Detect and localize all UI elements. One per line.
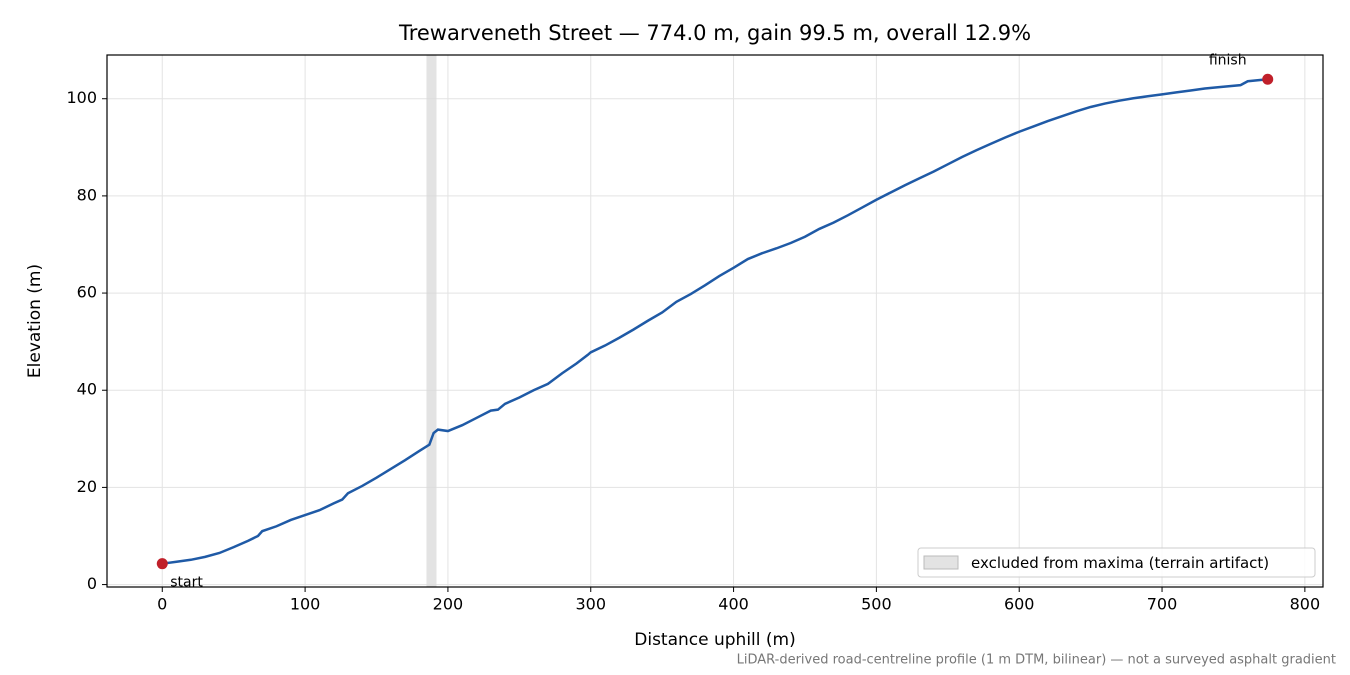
chart-title: Trewarveneth Street — 774.0 m, gain 99.5… xyxy=(398,21,1031,45)
annotation: start xyxy=(170,575,203,591)
y-axis-label: Elevation (m) xyxy=(25,264,45,378)
x-tick-label: 0 xyxy=(157,595,167,614)
y-tick-label: 20 xyxy=(77,477,97,496)
legend-label: excluded from maxima (terrain artifact) xyxy=(971,554,1269,572)
endpoint-marker xyxy=(156,558,168,570)
y-tick-label: 60 xyxy=(77,283,97,302)
x-tick-label: 500 xyxy=(861,595,892,614)
legend-box xyxy=(917,547,1316,578)
x-tick-label: 100 xyxy=(290,595,321,614)
x-tick-label: 400 xyxy=(718,595,749,614)
x-tick-label: 200 xyxy=(433,595,464,614)
plot-frame xyxy=(106,54,1324,588)
legend-swatch xyxy=(923,555,959,570)
x-tick-label: 300 xyxy=(575,595,606,614)
x-tick-label: 600 xyxy=(1004,595,1035,614)
footnote: LiDAR-derived road-centreline profile (1… xyxy=(737,653,1336,668)
elevation-line xyxy=(162,78,1268,565)
y-tick-label: 40 xyxy=(77,380,97,399)
y-tick-label: 80 xyxy=(77,185,97,204)
y-tick-label: 100 xyxy=(66,88,97,107)
x-axis-label: Distance uphill (m) xyxy=(634,630,795,650)
endpoint-marker xyxy=(1262,73,1274,85)
excluded-span xyxy=(426,55,437,587)
annotation: finish xyxy=(1209,52,1247,68)
x-tick-label: 800 xyxy=(1290,595,1321,614)
y-tick-label: 0 xyxy=(87,574,97,593)
x-tick-label: 700 xyxy=(1147,595,1178,614)
